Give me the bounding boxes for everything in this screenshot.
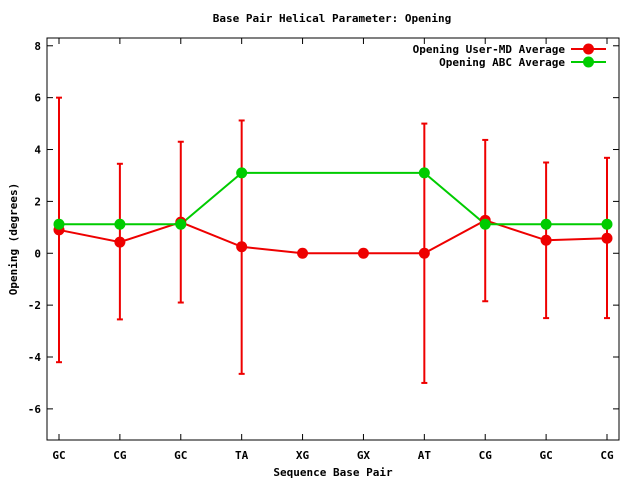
y-axis-label: Opening (degrees)	[7, 183, 20, 296]
data-point-s1	[418, 247, 430, 259]
y-tick-label: -2	[28, 299, 41, 312]
x-tick-label: CG	[600, 449, 614, 462]
x-tick-label: CG	[113, 449, 127, 462]
data-point-s2	[175, 218, 187, 230]
x-tick-label: TA	[235, 449, 249, 462]
data-point-s2	[418, 167, 430, 179]
chart-title: Base Pair Helical Parameter: Opening	[213, 12, 451, 25]
x-axis-label: Sequence Base Pair	[273, 466, 393, 479]
x-tick-label: XG	[296, 449, 310, 462]
legend-marker	[583, 43, 594, 55]
data-point-s2	[601, 218, 613, 230]
plot-frame	[46, 37, 620, 441]
y-axis: -6 -4 -2 0 2 4 6 8	[28, 40, 619, 416]
legend-label: Opening User-MD Average	[413, 43, 566, 56]
y-tick-label: -6	[28, 403, 42, 416]
error-bars	[56, 96, 610, 384]
x-tick-label: AT	[418, 449, 432, 462]
y-tick-label: -4	[28, 351, 42, 364]
y-tick-label: 0	[34, 247, 41, 260]
legend-marker	[583, 56, 594, 68]
series-points	[53, 167, 613, 259]
series-line-2	[59, 171, 607, 226]
y-tick-label: 4	[34, 144, 41, 157]
x-tick-label: GX	[357, 449, 371, 462]
data-point-s2	[236, 167, 248, 179]
data-point-s2	[540, 218, 552, 230]
x-axis: GC CG GC TA XG GX AT CG GC CG	[52, 38, 614, 462]
data-point-s1	[540, 234, 552, 246]
y-tick-label: 8	[34, 40, 41, 53]
legend-label: Opening ABC Average	[439, 56, 565, 69]
y-tick-label: 2	[34, 195, 41, 208]
x-tick-label: CG	[479, 449, 493, 462]
y-tick-label: 6	[34, 92, 41, 105]
series-line-1	[58, 219, 608, 255]
x-tick-label: GC	[539, 449, 552, 462]
x-tick-label: GC	[174, 449, 187, 462]
data-point-s1	[297, 247, 309, 259]
data-point-s1	[114, 236, 126, 248]
data-point-s2	[53, 218, 65, 230]
data-point-s1	[601, 232, 613, 244]
data-point-s1	[357, 247, 369, 259]
data-point-s2	[479, 218, 491, 230]
data-point-s1	[236, 241, 248, 253]
series-lines	[58, 171, 608, 255]
x-tick-label: GC	[52, 449, 65, 462]
data-point-s2	[114, 218, 126, 230]
